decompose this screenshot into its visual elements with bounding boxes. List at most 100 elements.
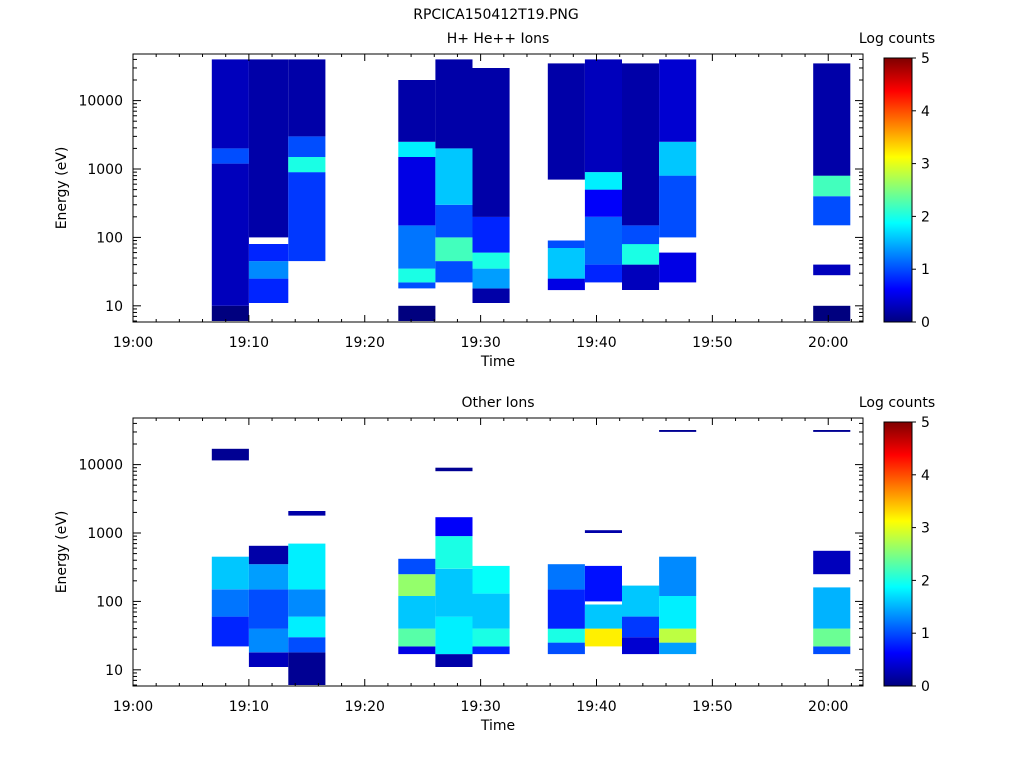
heatmap-cell — [288, 136, 326, 157]
y-tick-label: 10000 — [78, 94, 123, 110]
heatmap-cell — [288, 172, 326, 262]
heatmap-cell — [435, 467, 473, 472]
heatmap-cell — [288, 157, 326, 173]
heatmap-cell — [659, 430, 697, 432]
colorbar-tick-label: 4 — [921, 468, 930, 484]
heatmap-cell — [472, 216, 510, 253]
x-axis-label: Time — [480, 718, 515, 734]
x-tick-label: 19:00 — [113, 335, 153, 351]
x-tick-label: 19:10 — [229, 335, 269, 351]
x-tick-label: 19:20 — [345, 335, 385, 351]
x-tick-label: 19:40 — [576, 335, 616, 351]
heatmap-cell — [398, 282, 436, 289]
heatmap-cell — [398, 558, 436, 575]
panel-title: Other Ions — [461, 395, 534, 411]
heatmap-cell — [398, 596, 436, 629]
heatmap-cell — [248, 652, 289, 667]
colorbar-tick-label: 3 — [921, 521, 930, 537]
heatmap-cell — [288, 637, 326, 653]
heatmap-cell — [435, 204, 473, 238]
heatmap-cell — [659, 141, 697, 176]
y-axis-label: Energy (eV) — [54, 147, 70, 230]
heatmap-cell — [248, 564, 289, 590]
heatmap-cell — [398, 225, 436, 269]
heatmap-cell — [547, 248, 585, 279]
x-tick-label: 19:00 — [113, 699, 153, 715]
heatmap-cell — [659, 252, 697, 283]
x-tick-label: 20:00 — [808, 335, 848, 351]
heatmap-cell — [211, 305, 249, 321]
heatmap-cell — [435, 148, 473, 205]
heatmap-cell — [584, 628, 622, 647]
heatmap-cell — [398, 628, 436, 647]
heatmap-cell — [288, 616, 326, 638]
heatmap-cell — [622, 585, 660, 617]
heatmap-cell — [248, 59, 289, 238]
heatmap-cell — [398, 141, 436, 157]
heatmap-cell — [398, 268, 436, 283]
heatmap-cell — [584, 216, 622, 265]
heatmap-cell — [288, 543, 326, 590]
heatmap-cell — [584, 604, 622, 629]
heatmap-cell — [813, 646, 851, 655]
heatmap-cell — [435, 237, 473, 262]
heatmap-cell — [547, 642, 585, 655]
heatmap-cell — [547, 278, 585, 291]
heatmap-cell — [547, 589, 585, 629]
x-tick-label: 19:30 — [460, 335, 500, 351]
heatmap-cell — [472, 593, 510, 629]
x-tick-label: 19:40 — [576, 699, 616, 715]
x-tick-label: 20:00 — [808, 699, 848, 715]
y-tick-label: 10000 — [78, 458, 123, 474]
x-tick-label: 19:10 — [229, 699, 269, 715]
heatmap-cell — [813, 175, 851, 197]
colorbar: 0 1 2 3 4 5 Log counts — [859, 395, 935, 695]
heatmap-cell — [472, 252, 510, 269]
heatmap-cell — [398, 646, 436, 655]
heatmap-cell — [622, 63, 660, 226]
y-tick-label: 1000 — [87, 162, 123, 178]
heatmap-cell — [813, 430, 851, 432]
heatmap-cell — [813, 63, 851, 176]
colorbar-tick-label: 1 — [921, 626, 930, 642]
heatmap-cells — [211, 59, 851, 321]
heatmap-cell — [472, 646, 510, 655]
heatmap-cell — [813, 196, 851, 226]
y-tick-label: 100 — [96, 230, 123, 246]
heatmap-cell — [435, 536, 473, 569]
heatmap-cell — [248, 545, 289, 565]
heatmap-cell — [813, 628, 851, 647]
heatmap-cell — [288, 59, 326, 137]
heatmap-cell — [435, 654, 473, 667]
colorbar-gradient — [883, 57, 913, 323]
heatmap-cell — [248, 589, 289, 629]
heatmap-cell — [659, 59, 697, 142]
heatmap-cell — [248, 244, 289, 262]
heatmap-cell — [584, 172, 622, 190]
panel-h-he-ions: H+ He++ Ions 19:00 19:10 19:20 19:30 19:40 19:… — [54, 31, 935, 370]
heatmap-cell — [248, 628, 289, 653]
colorbar: 0 1 2 3 4 5 Log counts — [859, 31, 935, 331]
heatmap-cell — [435, 59, 473, 149]
heatmap-cell — [398, 157, 436, 226]
heatmap-cell — [398, 80, 436, 142]
heatmap-cell — [547, 240, 585, 248]
heatmap-cell — [659, 596, 697, 629]
colorbar-tick-label: 5 — [921, 415, 930, 431]
heatmap-cell — [288, 511, 326, 516]
heatmap-cell — [813, 264, 851, 276]
heatmap-cell — [472, 565, 510, 594]
heatmap-cell — [211, 616, 249, 647]
heatmap-cell — [435, 568, 473, 617]
heatmap-cell — [398, 305, 436, 321]
heatmap-cell — [472, 628, 510, 647]
heatmap-cell — [288, 652, 326, 685]
colorbar-tick-label: 2 — [921, 573, 930, 589]
heatmap-cell — [813, 305, 851, 321]
heatmap-cell — [584, 565, 622, 602]
heatmap-cell — [622, 264, 660, 290]
heatmap-cell — [435, 261, 473, 283]
heatmap-cell — [622, 637, 660, 655]
heatmap-cell — [659, 628, 697, 643]
